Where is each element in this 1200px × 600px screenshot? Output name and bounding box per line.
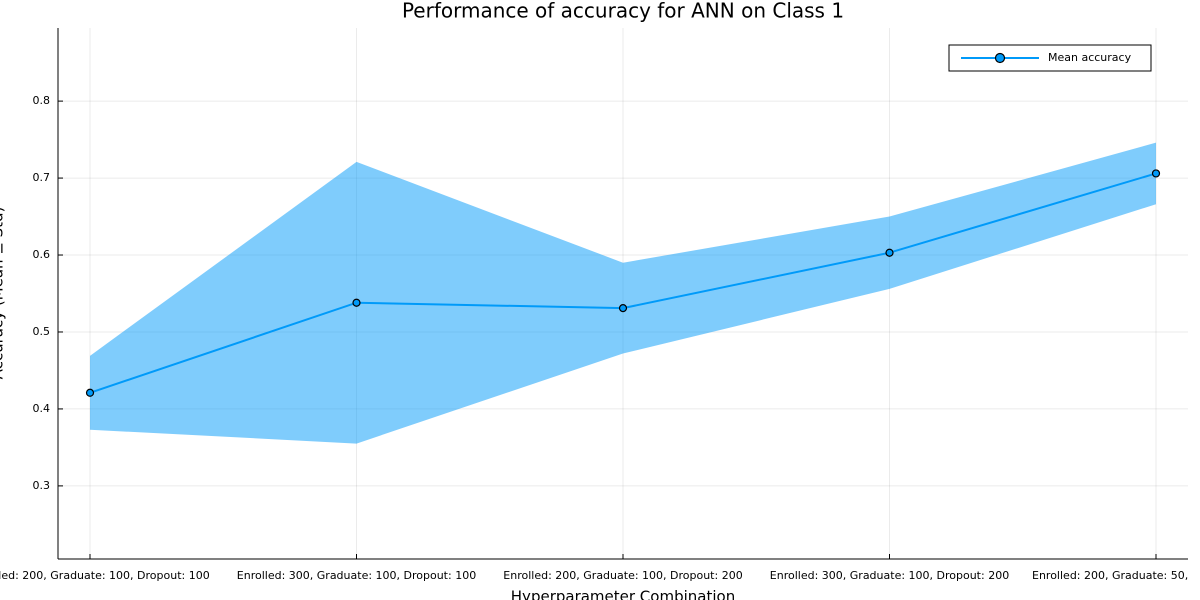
y-tick-label: 0.4 <box>33 402 51 415</box>
x-tick-label: Enrolled: 200, Graduate: 50, <box>1032 569 1188 582</box>
y-tick-label: 0.7 <box>33 171 51 184</box>
y-tick-label: 0.6 <box>33 248 51 261</box>
std-band <box>90 142 1156 444</box>
marker <box>85 388 95 397</box>
legend-label: Mean accuracy <box>1048 51 1132 64</box>
marker <box>1151 169 1161 178</box>
x-tick-label: Enrolled: 200, Graduate: 100, Dropout: 1… <box>0 569 210 582</box>
marker <box>885 248 894 257</box>
x-tick-label: Enrolled: 200, Graduate: 100, Dropout: 2… <box>503 569 742 582</box>
y-axis-label: Accuracy (Mean ± Std) <box>0 207 7 380</box>
chart-title: Performance of accuracy for ANN on Class… <box>402 0 844 23</box>
marker <box>352 298 361 307</box>
x-tick-label: Enrolled: 300, Graduate: 100, Dropout: 2… <box>770 569 1009 582</box>
y-tick-label: 0.8 <box>33 94 51 107</box>
y-tick-label: 0.3 <box>33 479 51 492</box>
y-tick-label: 0.5 <box>33 325 51 338</box>
x-axis-label: Hyperparameter Combination <box>511 588 735 600</box>
legend-marker <box>994 52 1006 64</box>
marker <box>618 304 628 313</box>
x-tick-label: Enrolled: 300, Graduate: 100, Dropout: 1… <box>237 569 476 582</box>
